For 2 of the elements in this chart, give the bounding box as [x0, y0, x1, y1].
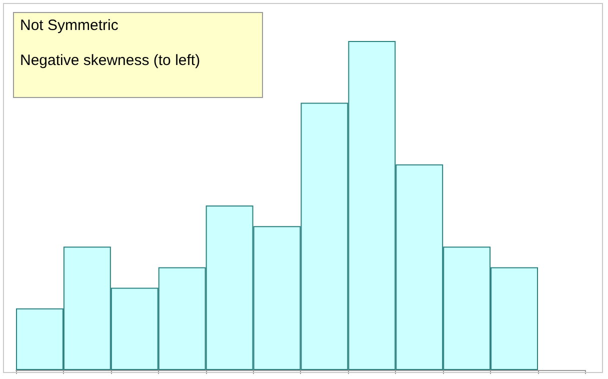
- annotation: Negative skewness (to left): [20, 52, 202, 69]
- note-box: Not Symmetric Negative skewness (to left): [13, 12, 263, 98]
